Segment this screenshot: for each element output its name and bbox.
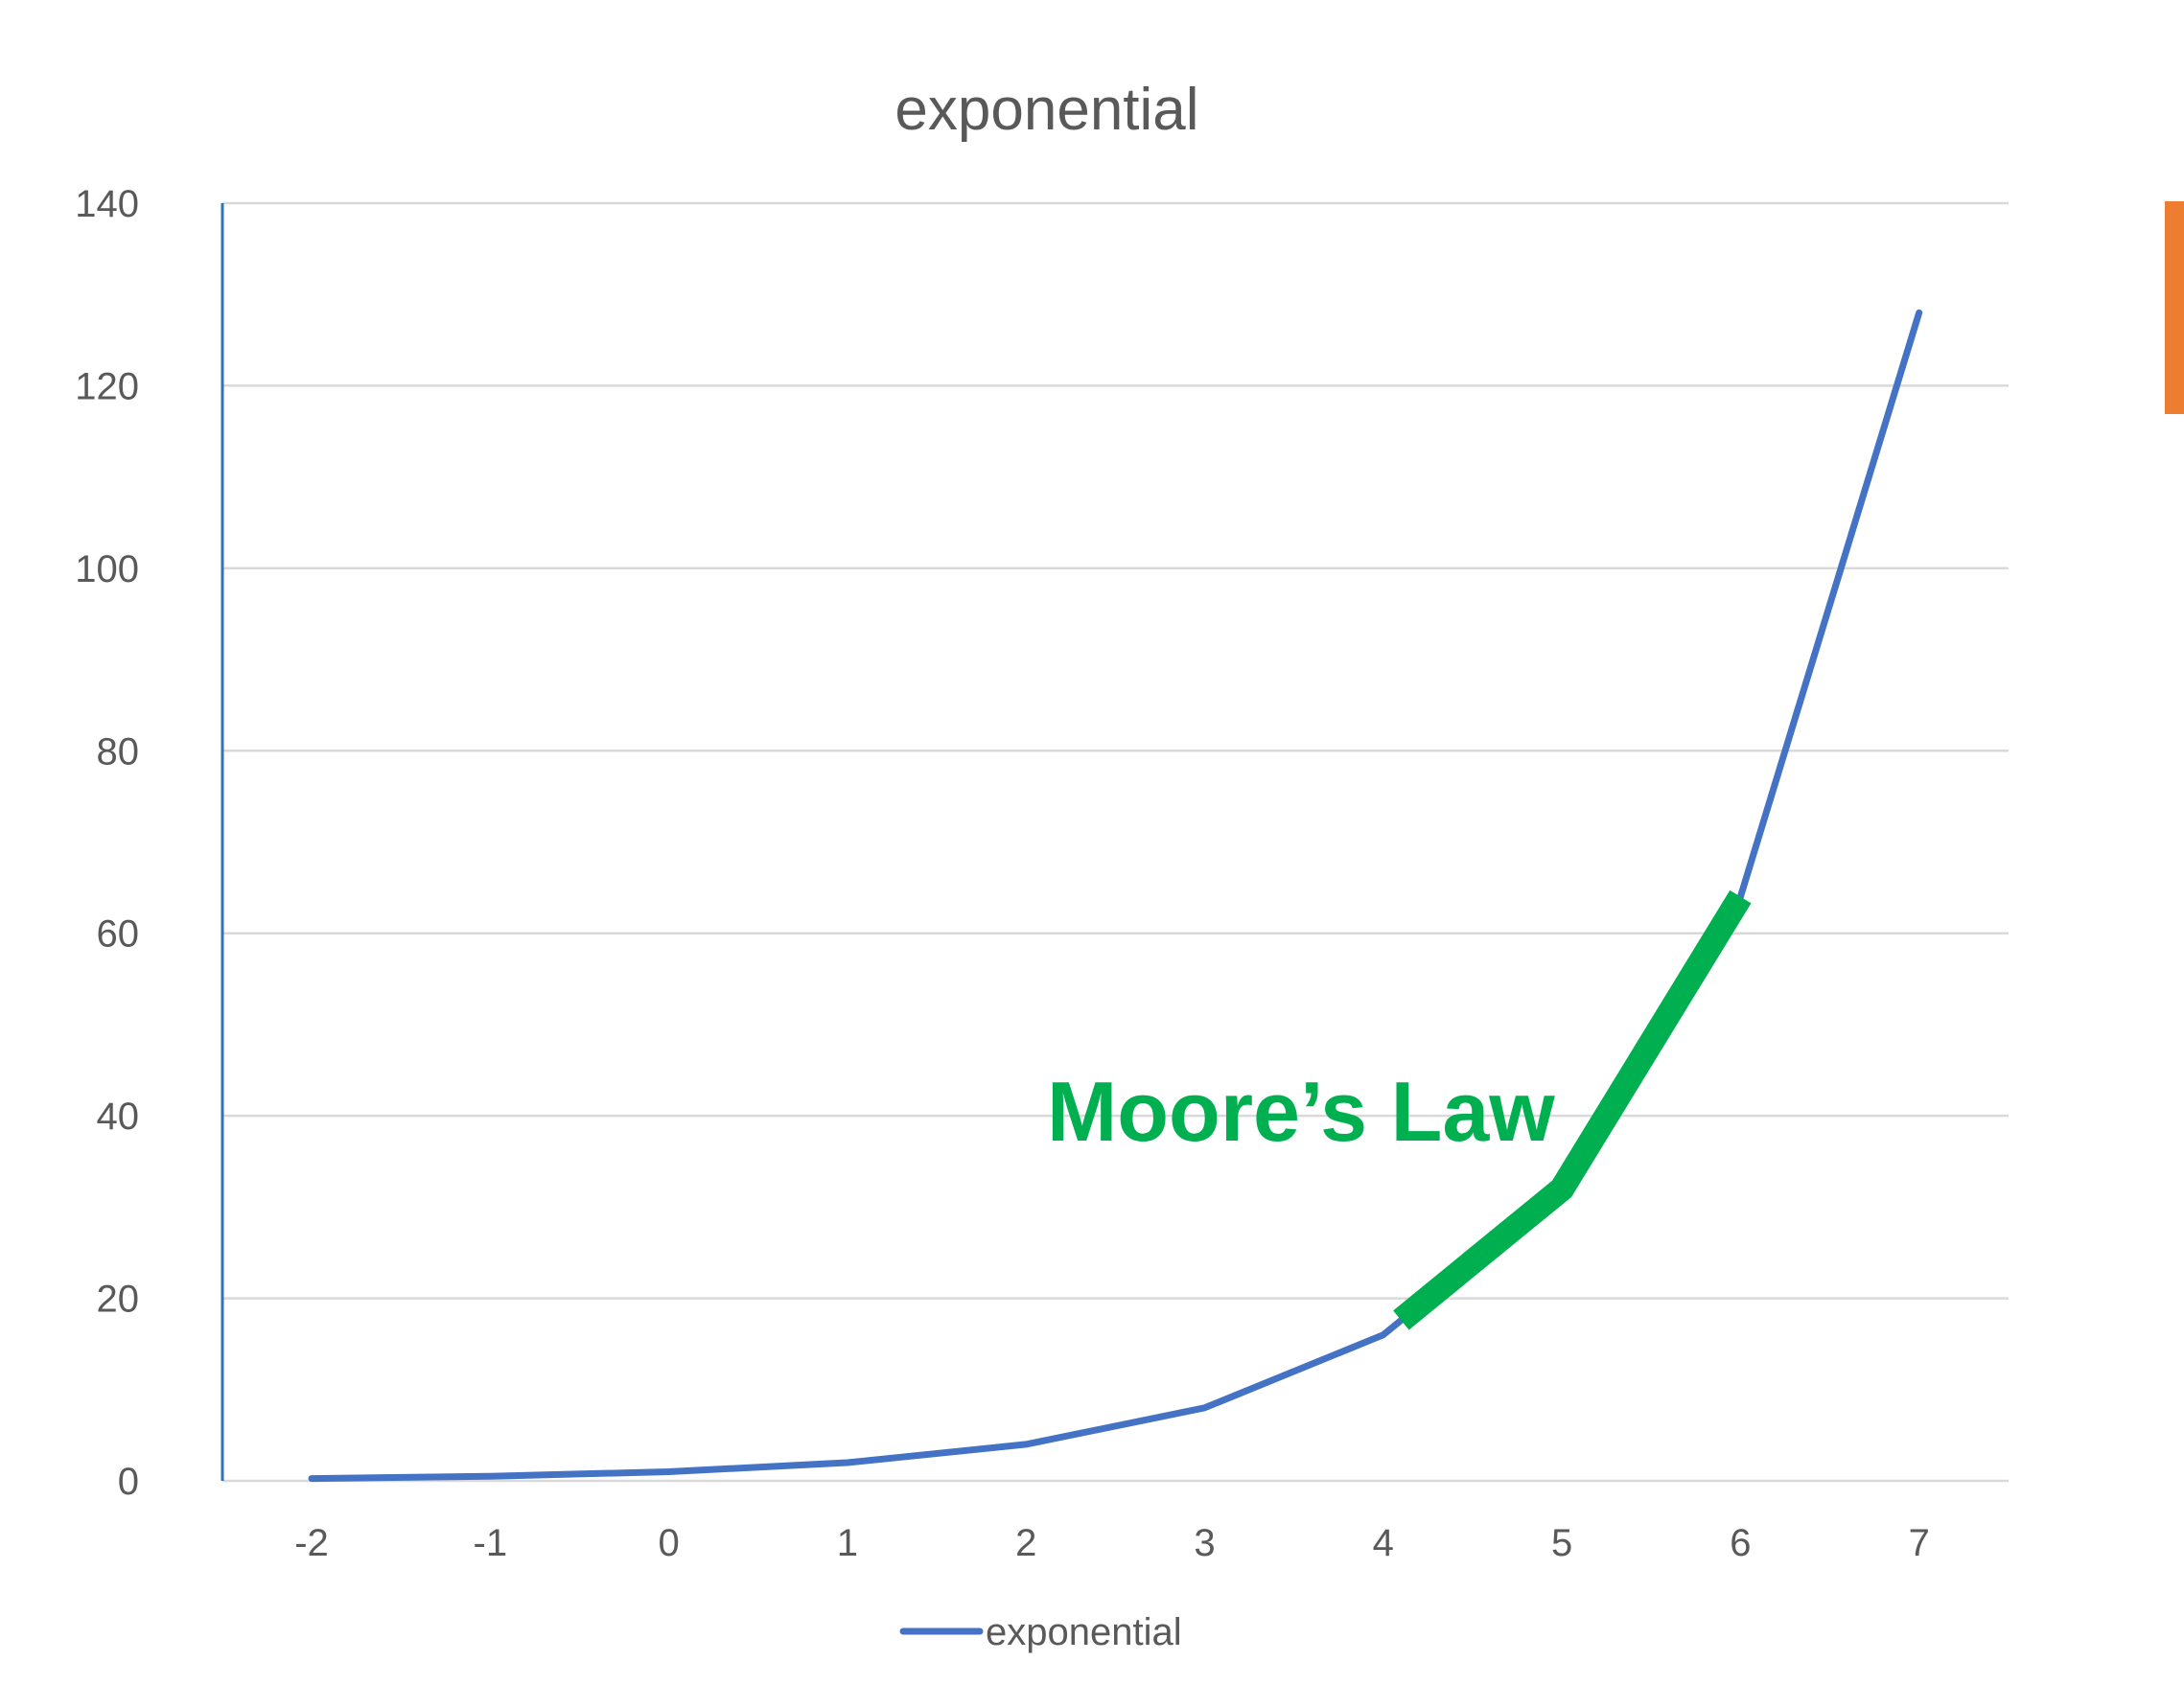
- y-tick-label: 120: [75, 365, 139, 407]
- legend-label: exponential: [986, 1611, 1182, 1653]
- y-tick-label: 60: [97, 913, 140, 956]
- y-axis-tick-labels: 0 20 40 60 80 100 120 140: [75, 183, 139, 1503]
- series-layer: [312, 312, 1919, 1479]
- x-tick-label: -2: [294, 1522, 329, 1564]
- x-tick-label: 4: [1373, 1522, 1394, 1564]
- x-tick-label: 0: [658, 1522, 679, 1564]
- y-tick-label: 140: [75, 183, 139, 225]
- moores-law-annotation: Moore’s Law: [1047, 1064, 1555, 1159]
- chart-title: exponential: [895, 77, 1198, 143]
- y-tick-label: 40: [97, 1096, 140, 1138]
- x-tick-label: 6: [1730, 1522, 1751, 1564]
- y-tick-label: 20: [97, 1279, 140, 1321]
- x-tick-label: 2: [1015, 1522, 1036, 1564]
- y-tick-label: 100: [75, 548, 139, 590]
- x-tick-label: 7: [1909, 1522, 1930, 1564]
- x-tick-label: 5: [1551, 1522, 1572, 1564]
- x-tick-label: 1: [837, 1522, 858, 1564]
- side-marker: [2165, 201, 2184, 414]
- y-tick-label: 0: [118, 1461, 139, 1503]
- series-line-exponential: [312, 312, 1919, 1478]
- y-tick-label: 80: [97, 730, 140, 773]
- legend: exponential: [903, 1611, 1182, 1653]
- x-axis-tick-labels: -2 -1 0 1 2 3 4 5 6 7: [294, 1522, 1930, 1564]
- gridlines: [222, 203, 2009, 1481]
- x-tick-label: -1: [474, 1522, 508, 1564]
- x-tick-label: 3: [1194, 1522, 1215, 1564]
